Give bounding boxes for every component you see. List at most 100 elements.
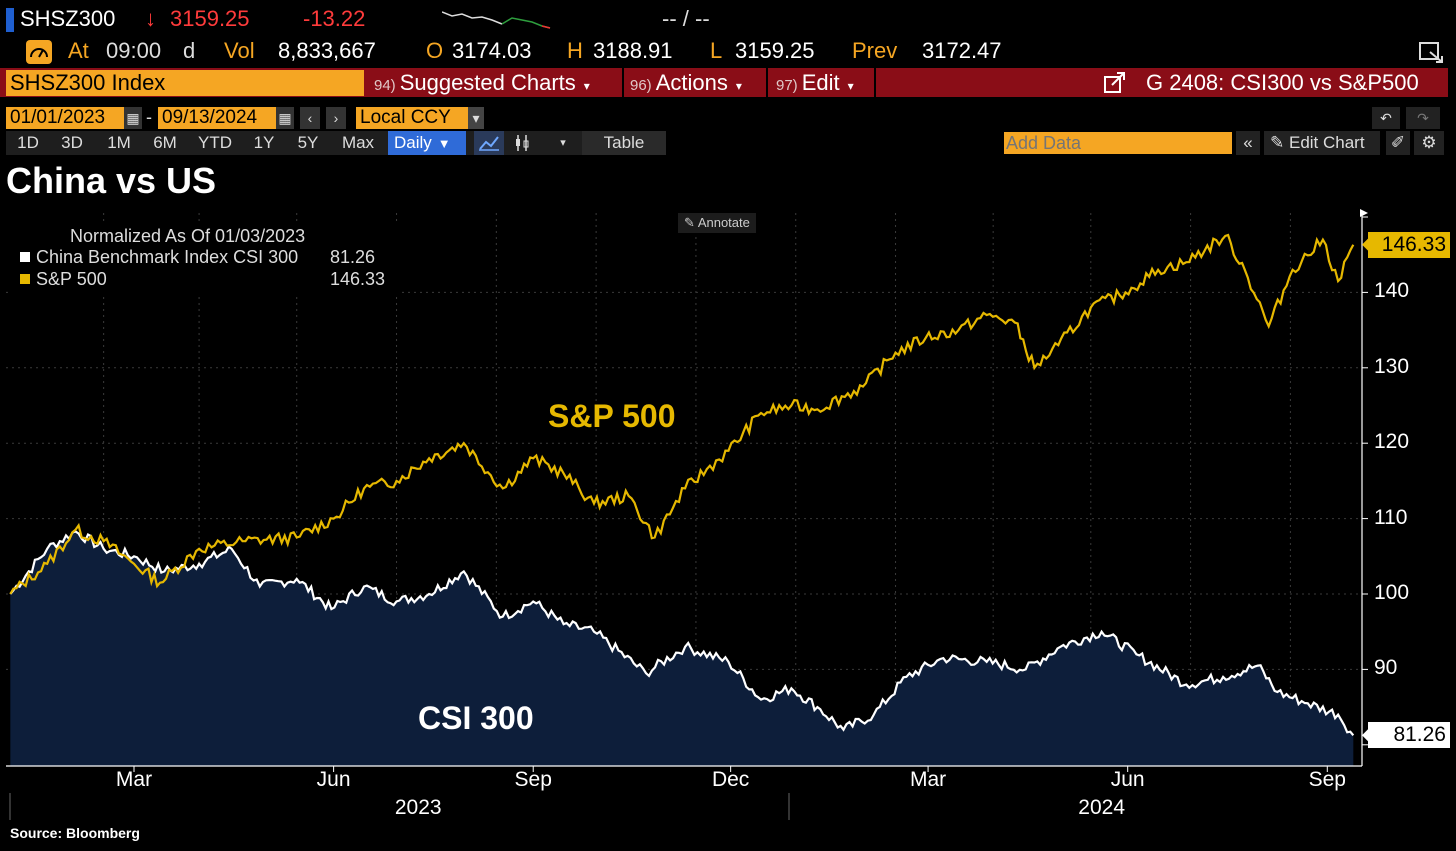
- divider: [766, 68, 768, 97]
- pencil-icon: ✎: [1270, 133, 1285, 152]
- gear-icon[interactable]: ⚙: [1414, 131, 1444, 155]
- edit-icon[interactable]: ✐: [1386, 131, 1410, 155]
- open-label: O: [426, 38, 444, 63]
- chevron-left-icon[interactable]: ‹: [300, 107, 320, 129]
- legend-label-csi300: China Benchmark Index CSI 300: [36, 247, 299, 267]
- quote-header: SHSZ300 ↓ 3159.25 -13.22 -- / --: [0, 0, 1456, 40]
- annotate-button[interactable]: ✎ Annotate: [678, 213, 756, 233]
- calendar-icon[interactable]: ▦: [124, 107, 142, 129]
- legend-swatch-sp500: [20, 274, 30, 284]
- y-tick-label: 120: [1374, 430, 1410, 454]
- divider: [622, 68, 624, 97]
- x-tick-label: Mar: [909, 768, 947, 791]
- period-1y[interactable]: 1Y: [253, 133, 275, 152]
- chart-legend: Normalized As Of 01/03/2023 China Benchm…: [10, 222, 398, 294]
- speedometer-icon[interactable]: [26, 40, 52, 64]
- x-tick-label: Mar: [115, 768, 153, 791]
- x-tick-label: Sep: [1308, 768, 1346, 791]
- caret-down-icon: ▾: [583, 79, 590, 93]
- line-chart-icon[interactable]: [474, 131, 504, 155]
- caret-down-icon: ▾: [735, 79, 742, 93]
- period-6m[interactable]: 6M: [153, 133, 177, 152]
- divider: [874, 68, 876, 97]
- external-link-icon[interactable]: [1102, 71, 1128, 95]
- sp500-line: [9, 233, 1355, 595]
- suggested-charts-button[interactable]: 94) Suggested Charts ▾: [374, 68, 590, 97]
- pencil-icon: ✎: [684, 215, 695, 230]
- year-label: 2024: [1078, 796, 1125, 819]
- end-date-field[interactable]: 09/13/2024: [158, 107, 276, 129]
- calendar-icon[interactable]: ▦: [276, 107, 294, 129]
- down-arrow-icon: ↓: [145, 6, 156, 31]
- high-value: 3188.91: [593, 38, 673, 63]
- prev-value: 3172.47: [922, 38, 1002, 63]
- y-tick-label: 130: [1374, 354, 1410, 378]
- edit-chart-label: Edit Chart: [1288, 133, 1365, 152]
- period-3d[interactable]: 3D: [61, 133, 83, 152]
- period-toolbar: [6, 131, 666, 155]
- csi300-area-fill: [10, 531, 1354, 766]
- screen-capture-icon[interactable]: [1418, 40, 1446, 66]
- x-tick-label: Jun: [1110, 768, 1145, 791]
- period-ytd[interactable]: YTD: [198, 133, 232, 152]
- csi300-tag-pointer: [1362, 729, 1368, 742]
- prev-label: Prev: [852, 38, 898, 63]
- caret-down-icon[interactable]: ▾: [468, 107, 484, 129]
- edit-label: Edit: [801, 70, 840, 95]
- sp500-tag-pointer: [1362, 238, 1368, 251]
- edit-chart-button[interactable]: ✎ Edit Chart: [1264, 131, 1380, 155]
- edit-number: 97): [776, 77, 798, 94]
- period-1m[interactable]: 1M: [107, 133, 131, 152]
- chart-name: G 2408: CSI300 vs S&P500: [1146, 70, 1419, 95]
- source-note: Source: Bloomberg: [10, 825, 140, 841]
- table-button[interactable]: Table: [582, 131, 666, 155]
- date-range-dash: -: [146, 107, 152, 127]
- period-max[interactable]: Max: [341, 133, 375, 152]
- chart-axes: [6, 209, 1368, 820]
- frequency-select[interactable]: Daily ▼: [388, 131, 466, 155]
- actions-button[interactable]: 96) Actions ▾: [630, 68, 742, 97]
- candlestick-icon[interactable]: [508, 131, 536, 155]
- high-label: H: [567, 38, 583, 63]
- actions-label: Actions: [655, 70, 728, 95]
- period-1d[interactable]: 1D: [17, 133, 39, 152]
- bid-ask-range: -- / --: [662, 6, 710, 31]
- double-chevron-left-icon[interactable]: «: [1236, 131, 1260, 155]
- currency-select[interactable]: Local CCY: [356, 107, 468, 129]
- period-5y[interactable]: 5Y: [297, 133, 319, 152]
- add-data-input[interactable]: [1004, 132, 1232, 154]
- ticker-symbol[interactable]: SHSZ300: [20, 6, 116, 31]
- y-tick-label: 140: [1374, 279, 1410, 303]
- start-date-field[interactable]: 01/01/2023: [6, 107, 124, 129]
- last-price: 3159.25: [170, 6, 250, 31]
- frequency-label: Daily: [394, 133, 432, 152]
- low-label: L: [710, 38, 723, 63]
- chevron-right-icon[interactable]: ›: [326, 107, 346, 129]
- chart-title: China vs US: [6, 160, 217, 201]
- legend-header: Normalized As Of 01/03/2023: [70, 226, 306, 246]
- security-field[interactable]: SHSZ300 Index: [6, 70, 364, 96]
- caret-down-icon: ▼: [437, 136, 451, 151]
- price-change: -13.22: [303, 6, 366, 31]
- caret-down-icon[interactable]: ▾: [560, 137, 566, 149]
- vol-label: Vol: [224, 38, 255, 63]
- sparkline-icon: [442, 11, 551, 29]
- suggested-charts-number: 94): [374, 77, 396, 94]
- at-time: 09:00: [106, 38, 162, 63]
- suggested-charts-label: Suggested Charts: [399, 70, 576, 95]
- undo-icon[interactable]: ↶: [1372, 107, 1400, 129]
- low-value: 3159.25: [735, 38, 815, 63]
- y-tick-label: 90: [1374, 656, 1398, 680]
- csi300-last-value-tag: 81.26: [1368, 722, 1450, 749]
- redo-icon[interactable]: ↷: [1406, 107, 1440, 129]
- csi300-series-label: CSI 300: [418, 700, 534, 736]
- year-label: 2023: [394, 796, 442, 819]
- csi300-line: [9, 530, 1355, 737]
- sp500-last-value-tag: 146.33: [1368, 231, 1450, 258]
- ticker-color-marker: [6, 8, 14, 32]
- at-suffix: d: [183, 38, 196, 63]
- actions-number: 96): [630, 77, 652, 94]
- edit-button[interactable]: 97) Edit ▾: [776, 68, 854, 97]
- legend-label-sp500: S&P 500: [36, 269, 107, 289]
